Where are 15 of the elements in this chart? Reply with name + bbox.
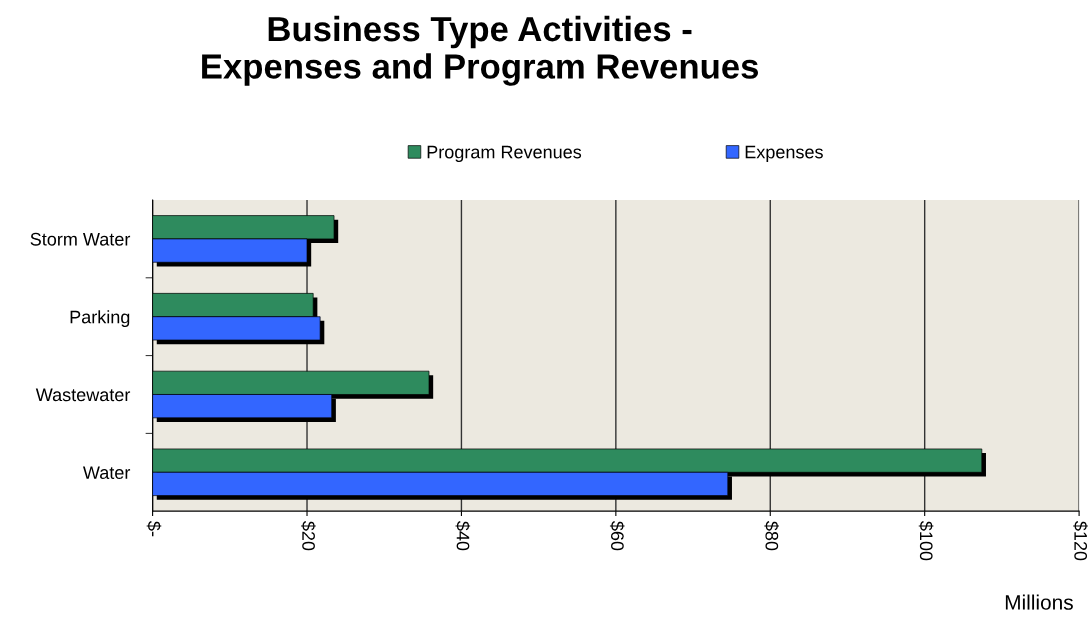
x-axis-title: Millions (1005, 594, 1073, 610)
legend-label: Program Revenues (427, 145, 582, 162)
x-tick-label: $120 (1073, 521, 1088, 561)
chart-title: Business Type Activities - Expenses and Program Revenues (202, 15, 759, 86)
y-tick-label: Wastewater (35, 388, 131, 402)
x-tick-label: $80 (764, 521, 779, 551)
y-tick-label: Parking (70, 310, 130, 327)
x-tick-label: $- (146, 521, 162, 537)
y-tick-label: Storm Water (30, 232, 131, 246)
x-tick-label: $20 (301, 521, 316, 551)
x-tick-label: $40 (455, 521, 471, 551)
x-tick-label: $100 (918, 521, 934, 561)
x-tick-label: $60 (609, 521, 625, 551)
y-tick-label: Water (82, 466, 131, 479)
legend-label: Expenses (745, 145, 823, 162)
